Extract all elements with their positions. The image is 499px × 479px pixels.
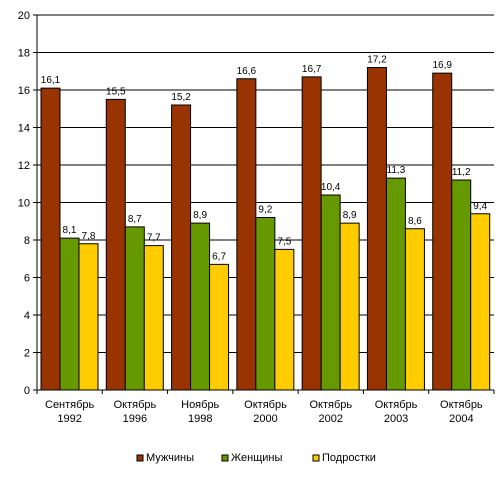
bar-3-1 — [78, 243, 99, 391]
data-label: 11,2 — [452, 167, 471, 178]
bar-2-4 — [255, 217, 276, 391]
data-label: 17,2 — [367, 55, 387, 66]
x-tick-label: 1996 — [123, 413, 147, 425]
bar-3-4 — [274, 248, 295, 391]
bar-1-1 — [40, 87, 61, 391]
bar-2-7 — [451, 179, 472, 391]
data-label: 7,7 — [147, 233, 161, 244]
legend-swatch — [221, 454, 229, 462]
bar-1-5 — [301, 76, 322, 391]
x-tick-label: Октябрь — [375, 399, 418, 411]
x-tick-label: Сентябрь — [45, 399, 95, 411]
legend-label: Мужчины — [146, 452, 194, 464]
bar-2-3 — [190, 222, 211, 391]
bar-3-7 — [470, 213, 491, 391]
data-label: 9,2 — [258, 205, 272, 216]
x-tick-label: 2002 — [319, 413, 343, 425]
bar-1-2 — [105, 98, 126, 391]
x-tick-label: Октябрь — [440, 399, 483, 411]
data-label: 8,9 — [343, 210, 357, 221]
y-tick-label: 10 — [18, 198, 30, 210]
data-labels: 16,1 8,1 7,8 15,5 8,7 7,7 15,2 8,9 6,7 16,6 9,2 7,5… — [41, 55, 488, 263]
y-tick-label: 0 — [24, 385, 30, 397]
data-label: 15,5 — [106, 86, 126, 97]
x-tick-label: 2000 — [253, 413, 277, 425]
data-label: 11,3 — [387, 165, 406, 176]
data-label: 7,5 — [277, 236, 291, 247]
bar-1-6 — [366, 67, 387, 391]
y-tick-label: 2 — [24, 348, 30, 360]
bar-1-7 — [432, 72, 453, 391]
axes: 0 2 4 6 8 10 12 14 16 18 20 Сентябрь 1992 Октябрь 1996… — [18, 10, 495, 425]
y-tick-label: 8 — [24, 235, 30, 247]
data-label: 16,6 — [237, 66, 257, 77]
legend-label: Подростки — [322, 452, 376, 464]
legend-swatch — [136, 454, 144, 462]
legend-label: Женщины — [231, 452, 282, 464]
data-label: 8,9 — [193, 210, 207, 221]
data-label: 6,7 — [212, 251, 226, 262]
x-tick-label: 2004 — [449, 413, 473, 425]
bar-3-6 — [404, 228, 425, 391]
data-label: 7,8 — [82, 231, 96, 242]
data-label: 15,2 — [171, 92, 191, 103]
bar-2-5 — [320, 194, 341, 391]
y-tick-label: 20 — [18, 10, 30, 22]
bar-3-2 — [143, 245, 164, 391]
data-label: 8,7 — [128, 214, 142, 225]
data-label: 8,1 — [63, 225, 77, 236]
x-tick-label: Октябрь — [309, 399, 352, 411]
x-tick-label: 1992 — [57, 413, 81, 425]
data-label: 10,4 — [321, 182, 341, 193]
bar-2-6 — [385, 177, 406, 391]
data-label: 16,7 — [302, 64, 322, 75]
bar-3-5 — [339, 222, 360, 391]
bar-1-3 — [171, 104, 192, 391]
data-label: 16,1 — [41, 75, 61, 86]
legend: Мужчины Женщины Подростки — [136, 452, 376, 464]
legend-swatch — [312, 454, 320, 462]
bar-2-1 — [59, 237, 80, 391]
y-tick-label: 14 — [18, 123, 30, 135]
bar-1-4 — [236, 78, 257, 391]
x-tick-label: 1998 — [188, 413, 212, 425]
bars — [40, 67, 491, 391]
data-label: 9,4 — [473, 201, 487, 212]
y-tick-label: 16 — [18, 85, 30, 97]
bar-2-2 — [124, 226, 145, 391]
x-tick-label: 2003 — [384, 413, 408, 425]
x-tick-label: Ноябрь — [181, 399, 219, 411]
y-tick-label: 12 — [18, 160, 30, 172]
y-tick-label: 18 — [18, 48, 30, 60]
bar-3-3 — [209, 263, 230, 391]
y-tick-label: 4 — [24, 310, 30, 322]
data-label: 16,9 — [432, 60, 452, 71]
y-tick-label: 6 — [24, 273, 30, 285]
x-tick-label: Октябрь — [114, 399, 157, 411]
x-tick-label: Октябрь — [244, 399, 287, 411]
data-label: 8,6 — [408, 216, 422, 227]
